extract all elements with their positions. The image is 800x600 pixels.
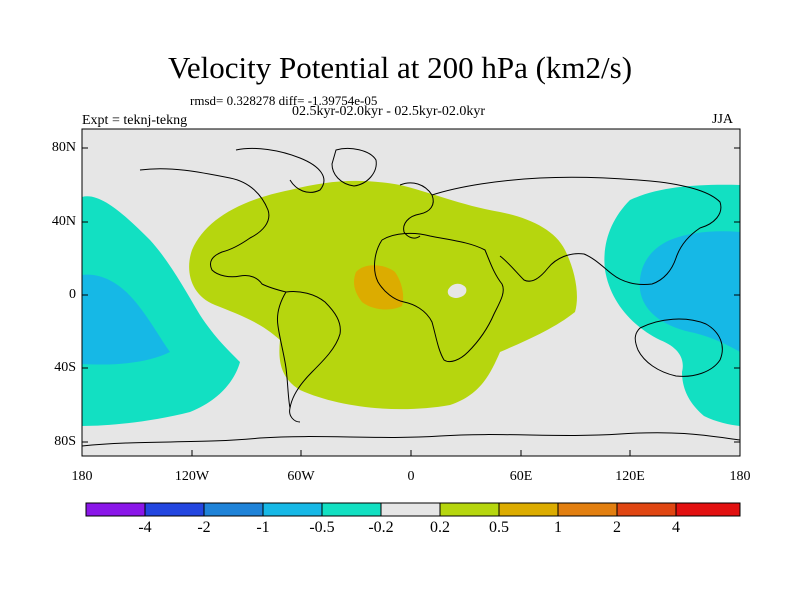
x-tick-label: 120W — [174, 469, 210, 484]
coast-asia — [431, 176, 722, 285]
colorbar-swatch — [85, 502, 146, 517]
region-negative-west-pacific-core — [639, 231, 740, 352]
coast-south-america — [277, 291, 341, 423]
colorbar-swatch — [439, 502, 500, 517]
y-tick-label: 80N — [51, 140, 76, 155]
y-tick-label: 0 — [69, 287, 76, 302]
x-axis-ticks — [81, 450, 741, 456]
x-tick-label: 180 — [71, 469, 93, 484]
y-axis-ticks — [82, 147, 740, 443]
coast-greenland — [331, 147, 377, 187]
stats-text: rmsd= 0.328278 diff= -1.39754e-05 — [190, 93, 378, 108]
coast-antarctica — [81, 432, 741, 447]
y-tick-label: 40S — [54, 360, 76, 375]
colorbar-label: -1 — [256, 519, 270, 536]
colorbar-swatch — [557, 502, 618, 517]
colorbar-swatch — [380, 502, 441, 517]
colorbar-label: 2 — [613, 519, 621, 536]
region-neutral-central-africa — [447, 283, 467, 298]
coast-europe — [399, 182, 434, 239]
colorbar-swatch — [262, 502, 323, 517]
experiment-label: Expt = teknj-tekng — [82, 113, 188, 128]
colorbar-label: 0.2 — [430, 519, 450, 536]
colorbar-label: 1 — [554, 519, 562, 536]
colorbar-swatch — [203, 502, 264, 517]
x-tick-label: 60E — [509, 469, 533, 484]
colorbar-swatch — [616, 502, 677, 517]
region-negative-pacific-west — [82, 196, 240, 426]
y-tick-label: 80S — [54, 434, 76, 449]
coast-north-america-arctic — [235, 147, 325, 193]
region-positive-gulf-of-guinea — [354, 265, 404, 310]
colorbar-label: -0.5 — [309, 519, 335, 536]
coast-africa — [374, 232, 504, 363]
coastlines — [81, 147, 741, 447]
region-negative-pacific-west-core — [82, 274, 170, 365]
chart-title: Velocity Potential at 200 hPa (km2/s) — [167, 50, 633, 85]
x-tick-label: 180 — [729, 469, 751, 484]
colorbar-swatch — [144, 502, 205, 517]
period-label: 02.5kyr-02.0kyr - 02.5kyr-02.0kyr — [292, 104, 486, 119]
colorbar-swatch — [321, 502, 382, 517]
colorbar-swatch — [675, 502, 741, 517]
season-label: JJA — [712, 112, 734, 127]
y-tick-label: 40N — [51, 214, 76, 229]
colorbar-label: -0.2 — [368, 519, 394, 536]
colorbar-label: 4 — [672, 519, 680, 536]
coast-north-america — [139, 168, 287, 293]
colorbar-label: 0.5 — [489, 519, 509, 536]
colorbar-label: -4 — [138, 519, 152, 536]
x-tick-label: 60W — [287, 469, 315, 484]
x-tick-label: 120E — [615, 469, 645, 484]
x-tick-label: 0 — [407, 469, 415, 484]
colorbar-label: -2 — [197, 519, 211, 536]
coast-australia — [634, 318, 723, 377]
colorbar-swatch — [498, 502, 559, 517]
colorbar — [85, 502, 741, 517]
